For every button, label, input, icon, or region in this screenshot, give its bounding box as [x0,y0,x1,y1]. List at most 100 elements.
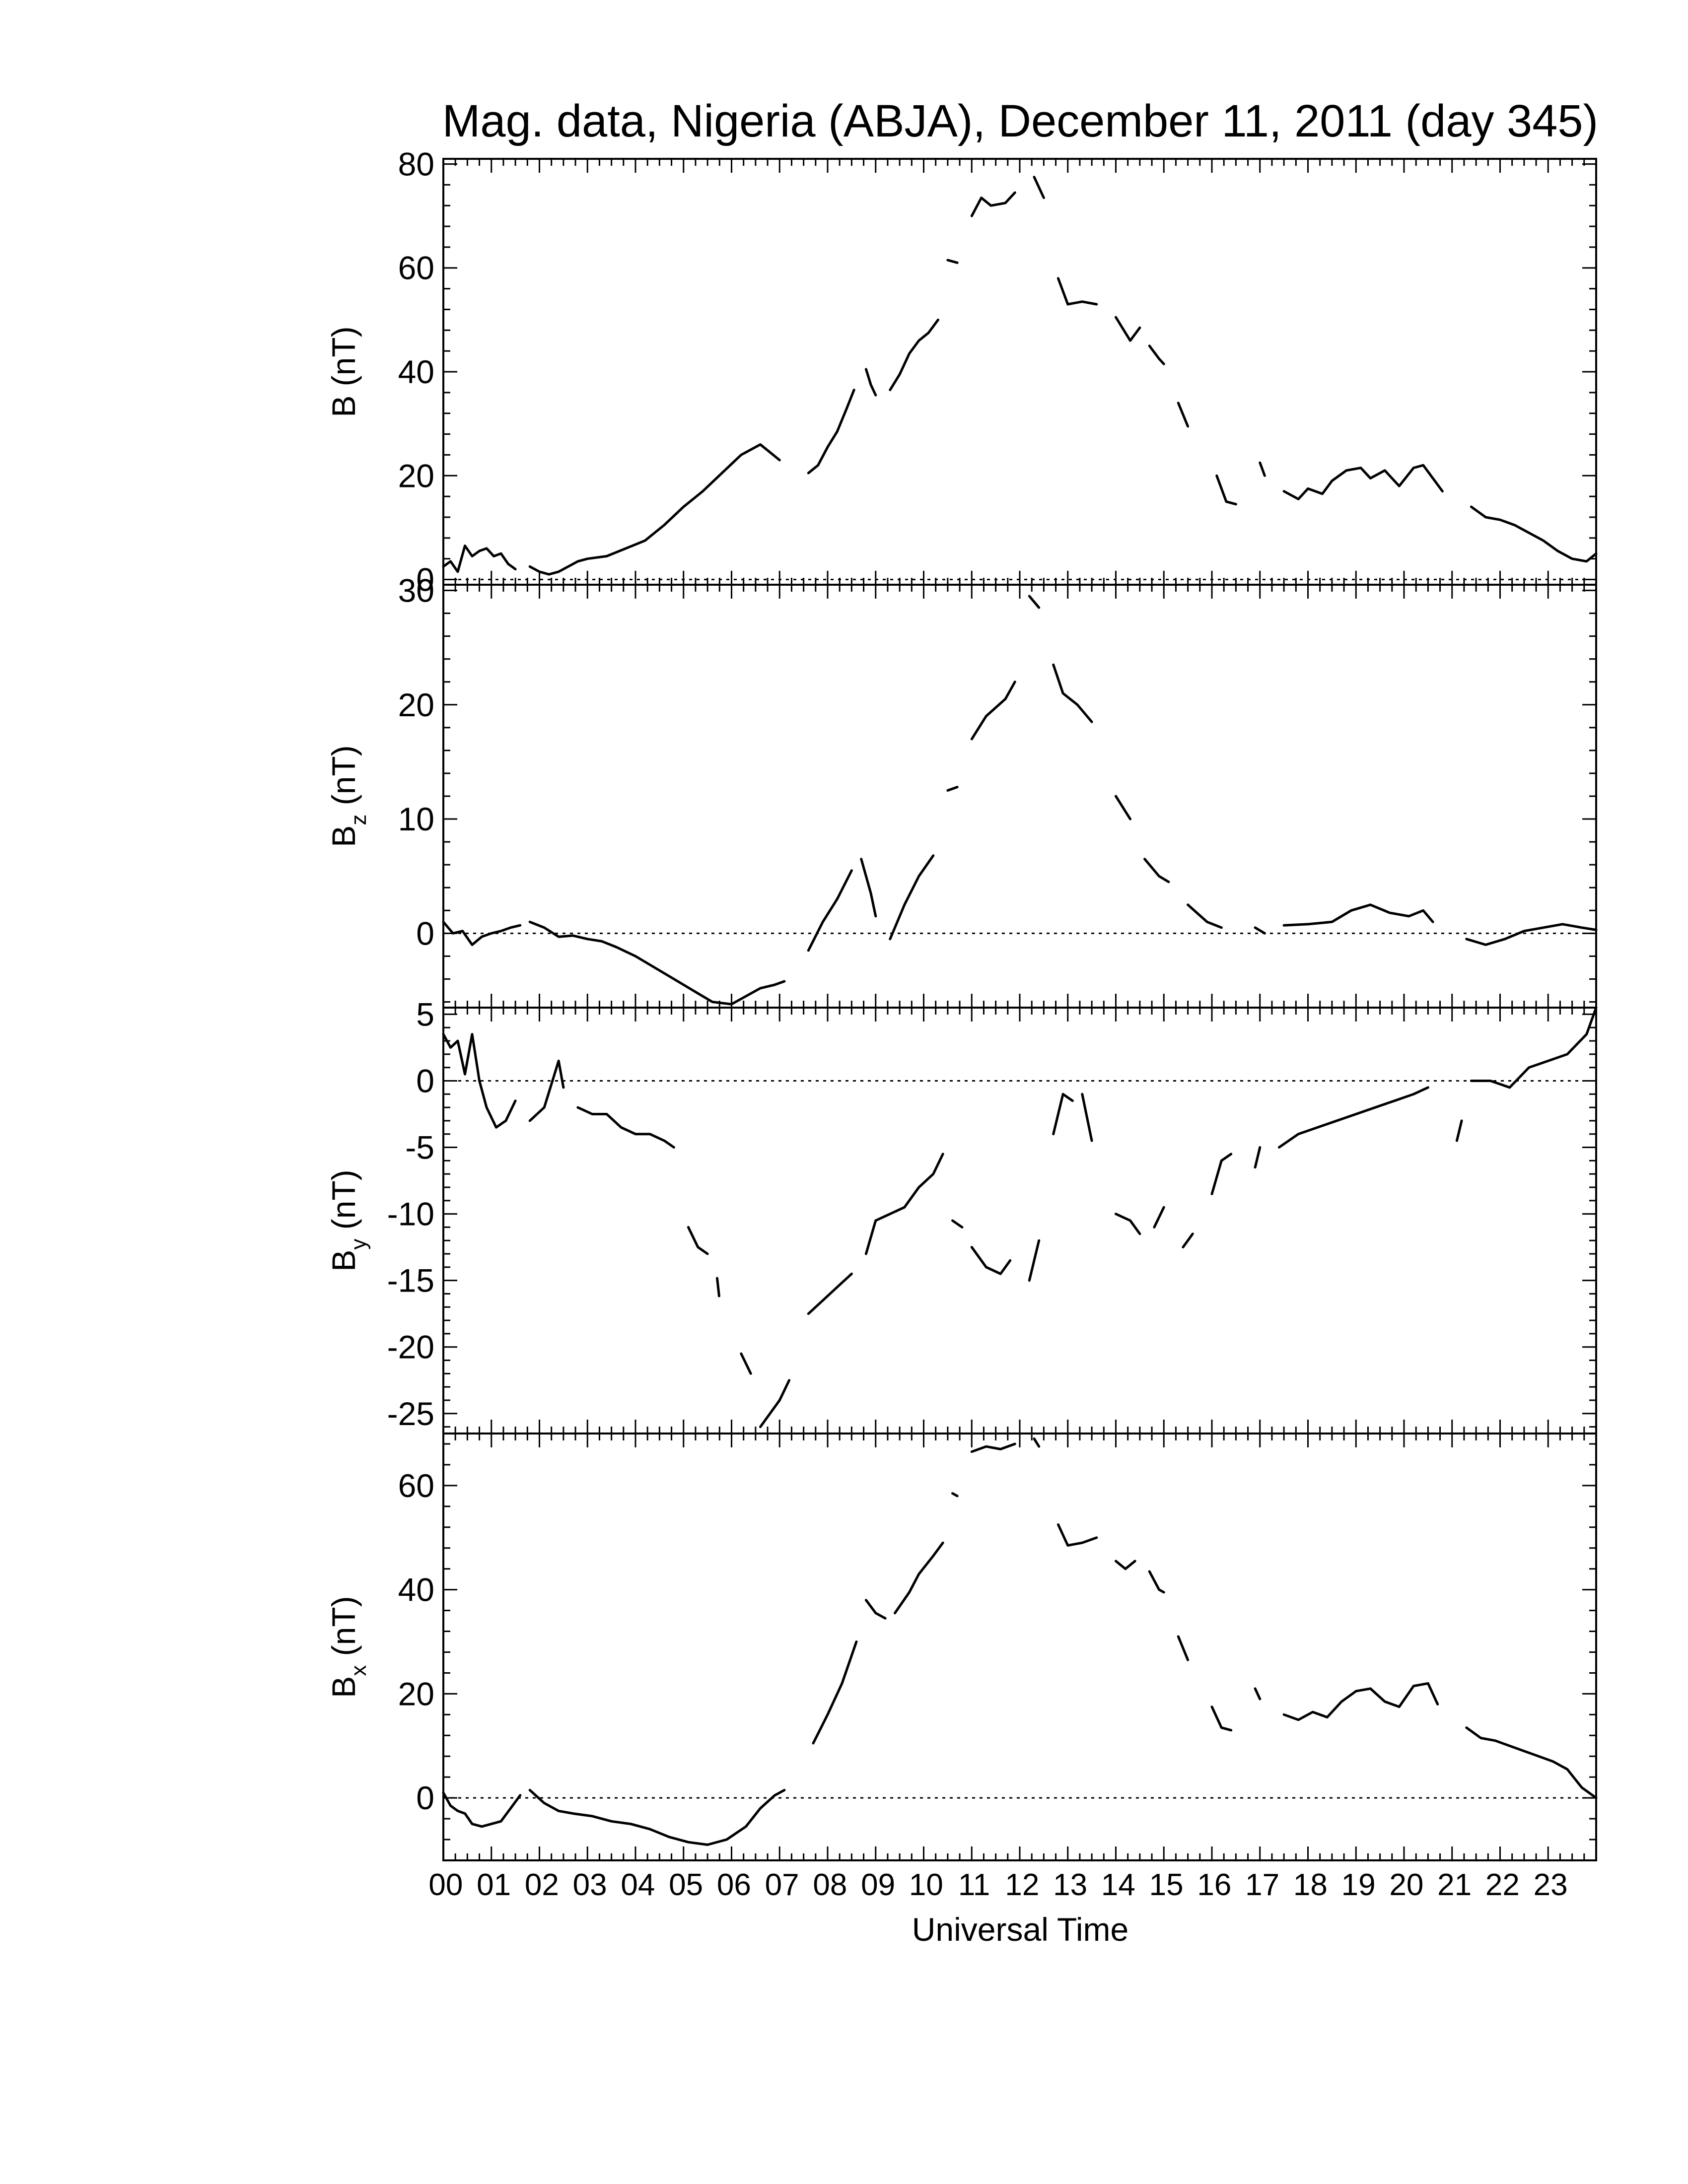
data-segment-By [576,1106,675,1149]
data-segment-By [687,1226,709,1255]
data-segment-By [1277,1086,1429,1149]
y-tick-label: -20 [387,1329,434,1365]
y-tick-label: 60 [398,250,434,286]
panel-frame-Bx [442,1433,1597,1861]
x-tick-label: 15 [1149,1868,1184,1902]
data-segment-B [807,389,855,475]
x-tick-label: 19 [1341,1868,1376,1902]
x-tick-label: 22 [1485,1868,1520,1902]
data-segment-Bx [1282,1682,1439,1721]
data-segment-B [1033,176,1045,199]
y-tick-label: 30 [398,572,434,609]
data-segment-B [1115,316,1141,342]
data-segment-Bz [970,681,1016,741]
data-segment-Bx [1056,1523,1098,1547]
y-axis-title-Bz: Bz (nT) [325,745,371,847]
data-segment-Bz [807,869,853,952]
data-segment-B [1177,402,1190,428]
data-segment-Bx [864,1599,887,1620]
data-segment-Bx [528,1788,786,1846]
data-segment-By [1081,1092,1093,1142]
data-segment-B [1215,474,1237,506]
data-segment-B [946,259,959,264]
data-segment-B [1056,277,1098,306]
y-tick-label: 5 [416,996,434,1032]
data-segment-Bx [970,1442,1016,1453]
data-segment-Bx [1210,1706,1233,1732]
data-segment-B [1259,461,1266,477]
data-segment-Bx [894,1541,944,1615]
y-tick-label: 20 [398,686,434,723]
y-tick-label: 20 [398,1675,434,1712]
y-axis-title-By: By (nT) [325,1169,371,1271]
data-segment-B [970,191,1016,217]
data-segment-Bz [889,854,935,941]
data-segment-By [1470,1006,1598,1089]
data-segment-By [1028,1239,1041,1282]
data-segment-Bz [442,920,522,946]
x-tick-label: 18 [1293,1868,1328,1902]
data-segment-By [1115,1213,1141,1235]
data-segment-Bz [1282,903,1434,927]
y-tick-label: 40 [398,353,434,390]
data-segment-Bx [812,1640,858,1745]
data-segment-By [1153,1206,1165,1228]
data-segment-By [759,1379,791,1429]
x-tick-label: 05 [669,1868,703,1902]
y-tick-label: 40 [398,1571,434,1608]
y-tick-label: 0 [416,915,434,952]
x-tick-label: 14 [1101,1868,1135,1902]
x-tick-label: 00 [428,1868,463,1902]
data-segment-Bz [1052,663,1093,723]
data-segment-Bz [1187,903,1223,929]
y-tick-label: 0 [416,1779,434,1816]
x-tick-label: 06 [717,1868,751,1902]
data-segment-By [1455,1119,1463,1142]
data-segment-By [1254,1146,1262,1169]
x-tick-label: 10 [909,1868,943,1902]
y-tick-label: -10 [387,1196,434,1232]
x-tick-label: 21 [1437,1868,1472,1902]
data-segment-B [1282,464,1444,500]
x-tick-label: 03 [573,1868,607,1902]
data-segment-Bz [528,920,786,1006]
y-tick-label: -25 [387,1395,434,1432]
data-segment-B [528,443,781,576]
x-tick-label: 17 [1245,1868,1279,1902]
data-segment-Bz [1254,926,1266,935]
x-axis-title: Universal Time [912,1911,1128,1948]
x-tick-label: 23 [1534,1868,1568,1902]
data-segment-Bx [1148,1570,1165,1594]
data-segment-Bz [1465,923,1598,946]
panel-By: 5 0 -5 -10 -15 -20 -25 By (nT) [325,996,1598,1434]
data-segment-Bx [1115,1560,1136,1570]
y-tick-label: 20 [398,457,434,494]
y-tick-label: 80 [398,145,434,182]
data-segment-Bz [1028,595,1041,609]
panel-frame-By [442,1007,1597,1434]
x-tick-label: 09 [861,1868,895,1902]
chart-title: Mag. data, Nigeria (ABJA), December 11, … [442,96,1598,146]
data-segment-Bx [1033,1437,1041,1448]
data-segment-By [740,1352,752,1375]
data-segment-Bx [1254,1687,1262,1701]
data-segment-Bx [1177,1635,1190,1661]
data-segment-By [970,1246,1012,1275]
panel-frame-Bz [442,584,1597,1009]
x-axis-labels: 00 01 02 03 04 05 06 07 08 09 10 11 12 13 14 15 16 17 18 19… [428,1868,1567,1902]
x-tick-label: 16 [1197,1868,1231,1902]
y-tick-label: 0 [416,1062,434,1099]
x-tick-label: 12 [1005,1868,1039,1902]
data-segment-By [442,1033,517,1129]
data-segment-By [807,1272,853,1315]
data-segment-Bz [1115,795,1131,820]
panel-B: 0 20 40 60 80 B (nT) [325,145,1598,598]
data-segment-Bx [442,1791,522,1828]
data-segment-By [1210,1153,1233,1195]
data-segment-Bx [1465,1726,1598,1799]
y-tick-label: -5 [405,1129,434,1166]
data-segment-B [1148,344,1165,365]
x-tick-label: 07 [765,1868,799,1902]
y-tick-label: 0 [416,561,434,598]
